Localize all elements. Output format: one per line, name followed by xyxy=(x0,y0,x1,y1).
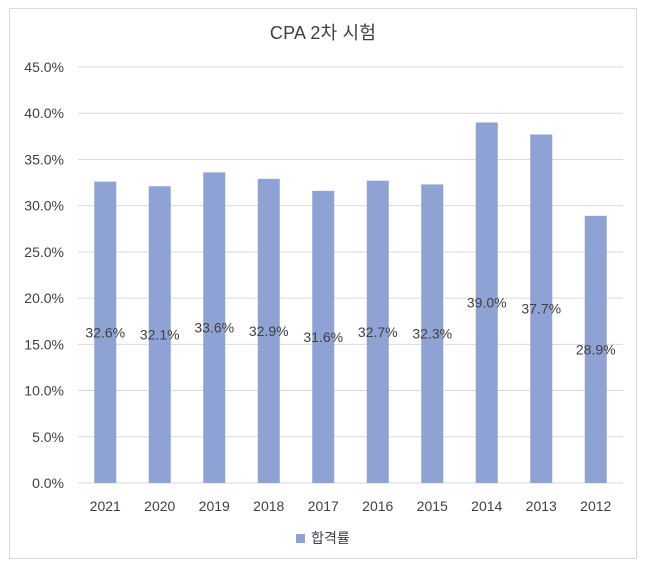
data-label: 37.7% xyxy=(521,301,561,317)
bar xyxy=(148,186,171,483)
bar xyxy=(584,215,607,483)
bar xyxy=(421,184,444,483)
x-tick-label: 2012 xyxy=(580,498,611,514)
y-tick-label: 25.0% xyxy=(24,244,64,260)
bar xyxy=(94,181,117,483)
data-label: 39.0% xyxy=(467,295,507,311)
data-label: 32.9% xyxy=(249,323,289,339)
data-label: 33.6% xyxy=(194,320,234,336)
y-tick-label: 10.0% xyxy=(24,383,64,399)
x-tick-label: 2018 xyxy=(253,498,284,514)
x-tick-label: 2013 xyxy=(526,498,557,514)
data-label: 32.6% xyxy=(85,324,125,340)
data-label: 32.7% xyxy=(358,324,398,340)
x-tick-label: 2014 xyxy=(471,498,502,514)
bar xyxy=(530,134,553,484)
y-tick-label: 15.0% xyxy=(24,336,64,352)
x-tick-label: 2021 xyxy=(90,498,121,514)
x-tick-label: 2019 xyxy=(199,498,230,514)
data-label: 28.9% xyxy=(576,341,616,357)
legend: 합격률 xyxy=(0,528,646,548)
x-tick-label: 2016 xyxy=(362,498,393,514)
x-tick-label: 2020 xyxy=(144,498,175,514)
bar xyxy=(475,122,498,483)
y-tick-label: 35.0% xyxy=(24,151,64,167)
chart-title: CPA 2차 시험 xyxy=(269,23,377,43)
bar xyxy=(257,178,280,483)
legend-label: 합격률 xyxy=(311,530,350,546)
x-tick-label: 2015 xyxy=(417,498,448,514)
data-label: 31.6% xyxy=(303,329,343,345)
bar xyxy=(312,190,335,483)
y-tick-label: 0.0% xyxy=(32,475,64,491)
bar xyxy=(203,172,226,484)
y-tick-label: 5.0% xyxy=(32,429,64,445)
bar xyxy=(366,180,389,483)
data-label: 32.1% xyxy=(140,327,180,343)
legend-swatch xyxy=(296,533,306,543)
y-tick-label: 20.0% xyxy=(24,290,64,306)
x-tick-label: 2017 xyxy=(308,498,339,514)
data-label: 32.3% xyxy=(412,326,452,342)
y-tick-label: 45.0% xyxy=(24,59,64,75)
y-tick-label: 40.0% xyxy=(24,105,64,121)
y-tick-label: 30.0% xyxy=(24,198,64,214)
